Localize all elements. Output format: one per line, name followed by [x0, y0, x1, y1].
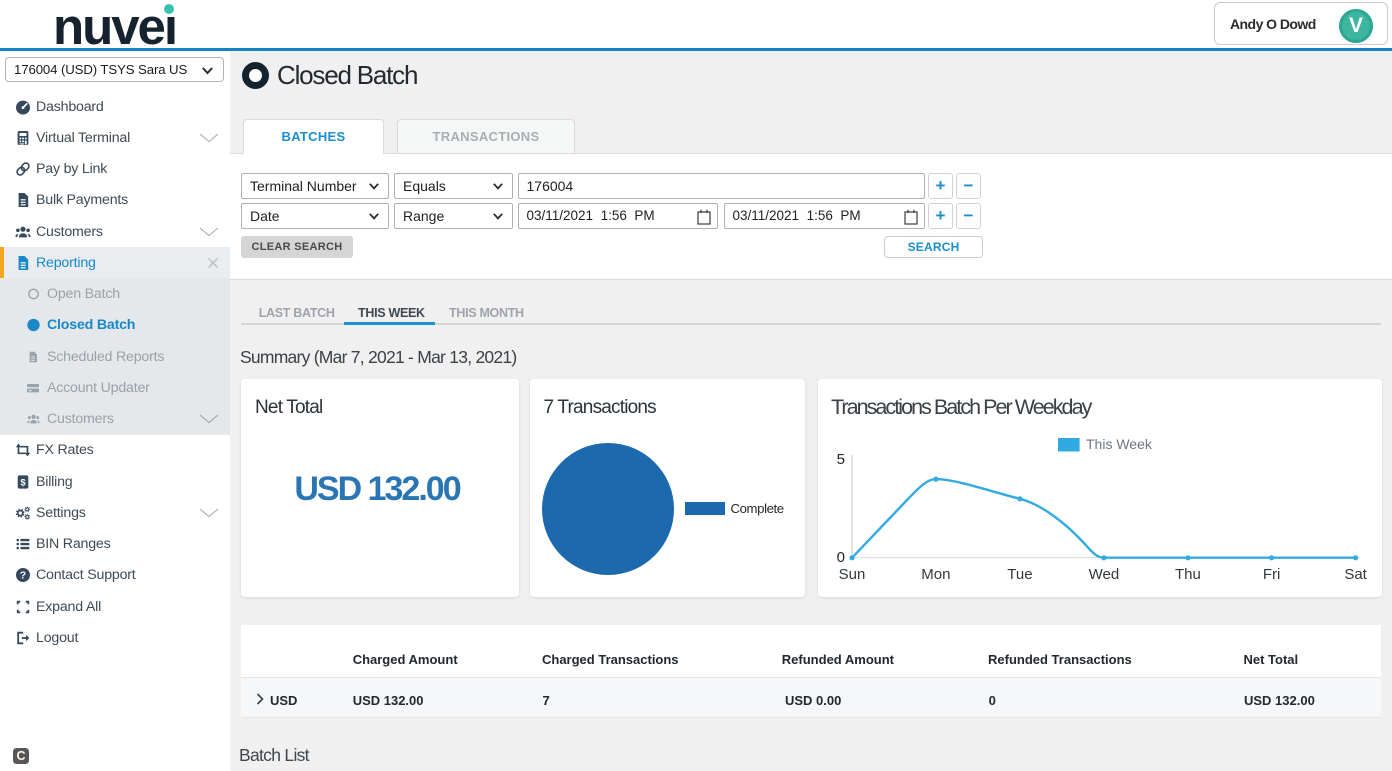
svg-text:Tue: Tue	[1007, 566, 1032, 583]
svg-text:Sat: Sat	[1344, 566, 1367, 583]
svg-text:This Week: This Week	[1086, 436, 1153, 452]
svg-text:$: $	[20, 477, 26, 488]
svg-text:Wed: Wed	[1089, 566, 1120, 583]
svg-text:?: ?	[20, 570, 26, 582]
svg-text:Sun: Sun	[839, 566, 866, 583]
svg-text:Fri: Fri	[1263, 566, 1281, 583]
svg-text:Mon: Mon	[921, 566, 950, 583]
svg-text:0: 0	[837, 549, 845, 566]
svg-text:Thu: Thu	[1175, 566, 1201, 583]
svg-text:5: 5	[837, 451, 845, 468]
